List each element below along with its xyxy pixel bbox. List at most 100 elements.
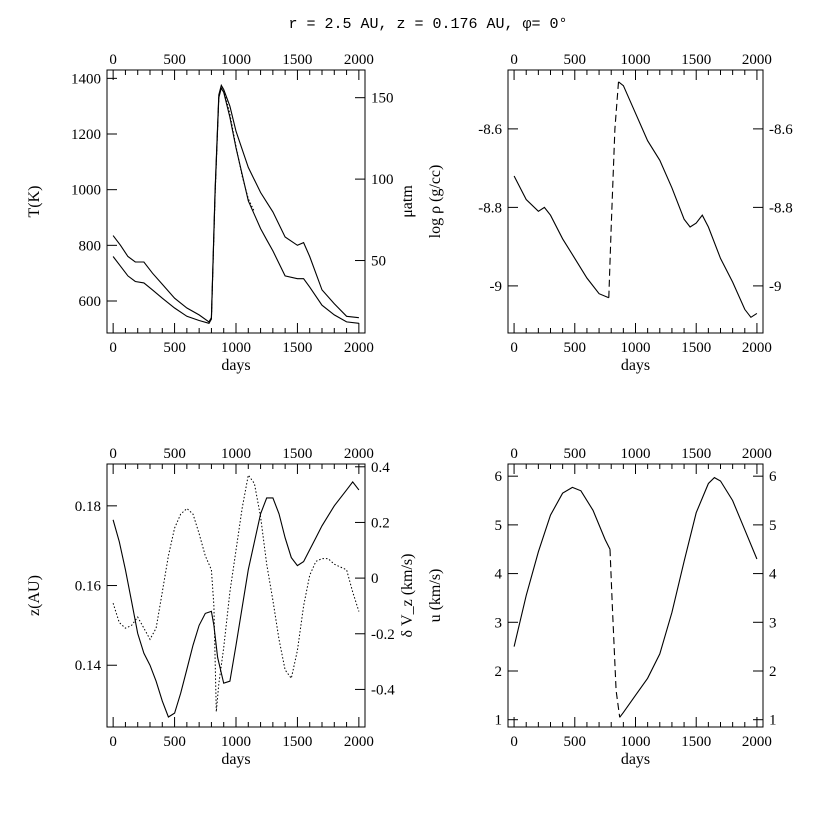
series-line-0 bbox=[513, 175, 610, 299]
y-tick-label-right: 5 bbox=[769, 518, 777, 534]
x-tick-label-top: 0 bbox=[109, 446, 117, 462]
x-tick-label: 1500 bbox=[282, 340, 312, 356]
y-tick-label: 3 bbox=[495, 615, 503, 631]
panel-height-velocity: 0 0 500 500 1000 1000 1500 1500 2000 2000 0.14 0.16… bbox=[26, 446, 416, 768]
x-tick-label: 2000 bbox=[742, 734, 772, 750]
x-tick-label-top: 1500 bbox=[681, 52, 711, 68]
x-tick-label-top: 1500 bbox=[282, 446, 312, 462]
y-tick-label: 1 bbox=[495, 713, 503, 729]
y-tick-label: 600 bbox=[79, 294, 102, 310]
x-tick-label-top: 1000 bbox=[221, 446, 251, 462]
y-tick-label: 0.14 bbox=[75, 658, 102, 674]
x-tick-label-top: 1500 bbox=[681, 446, 711, 462]
x-tick-label-top: 1000 bbox=[221, 52, 251, 68]
y-tick-label: 5 bbox=[495, 518, 503, 534]
x-tick-label: 500 bbox=[564, 340, 587, 356]
panel-temperature-pressure: 0 0 500 500 1000 1000 1500 1500 2000 2000 600 800 10… bbox=[26, 52, 416, 374]
plot-frame bbox=[106, 69, 366, 334]
y-tick-label: 0.16 bbox=[75, 579, 102, 595]
panel-radial-velocity: 0 0 500 500 1000 1000 1500 1500 2000 2000 1 2 3 4 5 6 1 2… bbox=[427, 446, 777, 768]
series-line-1 bbox=[112, 473, 360, 712]
plot-frame bbox=[106, 463, 366, 728]
x-tick-label-top: 500 bbox=[564, 52, 587, 68]
x-axis-label: days bbox=[221, 357, 250, 374]
y-tick-label-right: -9 bbox=[769, 279, 782, 295]
x-tick-label-top: 1000 bbox=[621, 52, 651, 68]
x-tick-label-top: 2000 bbox=[344, 446, 374, 462]
y-tick-label-right: 0.4 bbox=[371, 460, 390, 476]
series-line-0 bbox=[112, 480, 360, 718]
x-tick-label-top: 2000 bbox=[742, 52, 772, 68]
y-tick-label-right: 0 bbox=[371, 571, 379, 587]
x-tick-label-top: 2000 bbox=[344, 52, 374, 68]
series-line-2 bbox=[208, 85, 255, 322]
x-tick-label-top: 0 bbox=[109, 52, 117, 68]
y-tick-label: 2 bbox=[495, 664, 503, 680]
y-tick-label: 800 bbox=[79, 238, 102, 254]
y-axis-label: z(AU) bbox=[26, 575, 43, 616]
x-axis-label: days bbox=[221, 751, 250, 768]
series-line-1 bbox=[608, 81, 620, 298]
x-tick-label: 0 bbox=[109, 340, 117, 356]
y-tick-label-right: -0.2 bbox=[371, 627, 395, 643]
x-tick-label: 1000 bbox=[221, 734, 251, 750]
y-tick-label: -8.8 bbox=[478, 200, 502, 216]
x-tick-label: 500 bbox=[564, 734, 587, 750]
x-tick-label: 0 bbox=[510, 340, 518, 356]
x-tick-label-top: 500 bbox=[163, 52, 186, 68]
x-axis-label: days bbox=[621, 751, 650, 768]
x-tick-label-top: 500 bbox=[564, 446, 587, 462]
x-tick-label: 500 bbox=[163, 734, 186, 750]
x-tick-label-top: 500 bbox=[163, 446, 186, 462]
y-axis-label-right: μatm bbox=[399, 185, 416, 218]
x-axis-label: days bbox=[621, 357, 650, 374]
y-tick-label: -9 bbox=[490, 279, 503, 295]
y-tick-label-right: 50 bbox=[371, 254, 386, 270]
figure-title: r = 2.5 AU, z = 0.176 AU, φ= 0° bbox=[288, 16, 567, 33]
series-line-1 bbox=[609, 549, 621, 718]
y-tick-label: 6 bbox=[495, 469, 503, 485]
y-axis-label-right: δ V_z (km/s) bbox=[399, 554, 416, 638]
x-tick-label: 1500 bbox=[282, 734, 312, 750]
y-tick-label: -8.6 bbox=[478, 122, 502, 138]
x-tick-label: 1500 bbox=[681, 340, 711, 356]
y-axis-label: T(K) bbox=[26, 186, 43, 218]
y-tick-label-right: 6 bbox=[769, 469, 777, 485]
plot-frame bbox=[507, 69, 764, 334]
x-tick-label: 0 bbox=[510, 734, 518, 750]
x-tick-label: 2000 bbox=[742, 340, 772, 356]
y-tick-label: 1000 bbox=[71, 183, 101, 199]
series-line-1 bbox=[112, 86, 359, 324]
y-tick-label-right: 1 bbox=[769, 713, 777, 729]
x-tick-label: 1000 bbox=[621, 340, 651, 356]
series-line-0 bbox=[112, 83, 359, 323]
y-tick-label-right: -8.8 bbox=[769, 200, 793, 216]
x-tick-label: 2000 bbox=[344, 340, 374, 356]
x-tick-label-top: 2000 bbox=[742, 446, 772, 462]
y-axis-label: log ρ (g/cc) bbox=[427, 165, 444, 239]
y-tick-label: 1400 bbox=[71, 71, 101, 87]
y-tick-label-right: -8.6 bbox=[769, 122, 793, 138]
x-tick-label: 500 bbox=[163, 340, 186, 356]
y-axis-label: u (km/s) bbox=[427, 569, 444, 623]
x-tick-label: 1000 bbox=[621, 734, 651, 750]
y-tick-label-right: 4 bbox=[769, 567, 777, 583]
x-tick-label-top: 1000 bbox=[621, 446, 651, 462]
x-tick-label-top: 1500 bbox=[282, 52, 312, 68]
y-tick-label-right: -0.4 bbox=[371, 682, 395, 698]
y-tick-label-right: 0.2 bbox=[371, 515, 390, 531]
x-tick-label: 0 bbox=[109, 734, 117, 750]
x-tick-label: 2000 bbox=[344, 734, 374, 750]
y-tick-label-right: 2 bbox=[769, 664, 777, 680]
y-tick-label: 4 bbox=[495, 567, 503, 583]
x-tick-label: 1500 bbox=[681, 734, 711, 750]
y-tick-label: 0.18 bbox=[75, 499, 101, 515]
series-line-2 bbox=[618, 81, 758, 319]
y-tick-label-right: 3 bbox=[769, 615, 777, 631]
x-tick-label-top: 0 bbox=[510, 446, 518, 462]
plot-frame bbox=[507, 463, 764, 728]
x-tick-label: 1000 bbox=[221, 340, 251, 356]
x-tick-label-top: 0 bbox=[510, 52, 518, 68]
y-tick-label: 1200 bbox=[71, 127, 101, 143]
